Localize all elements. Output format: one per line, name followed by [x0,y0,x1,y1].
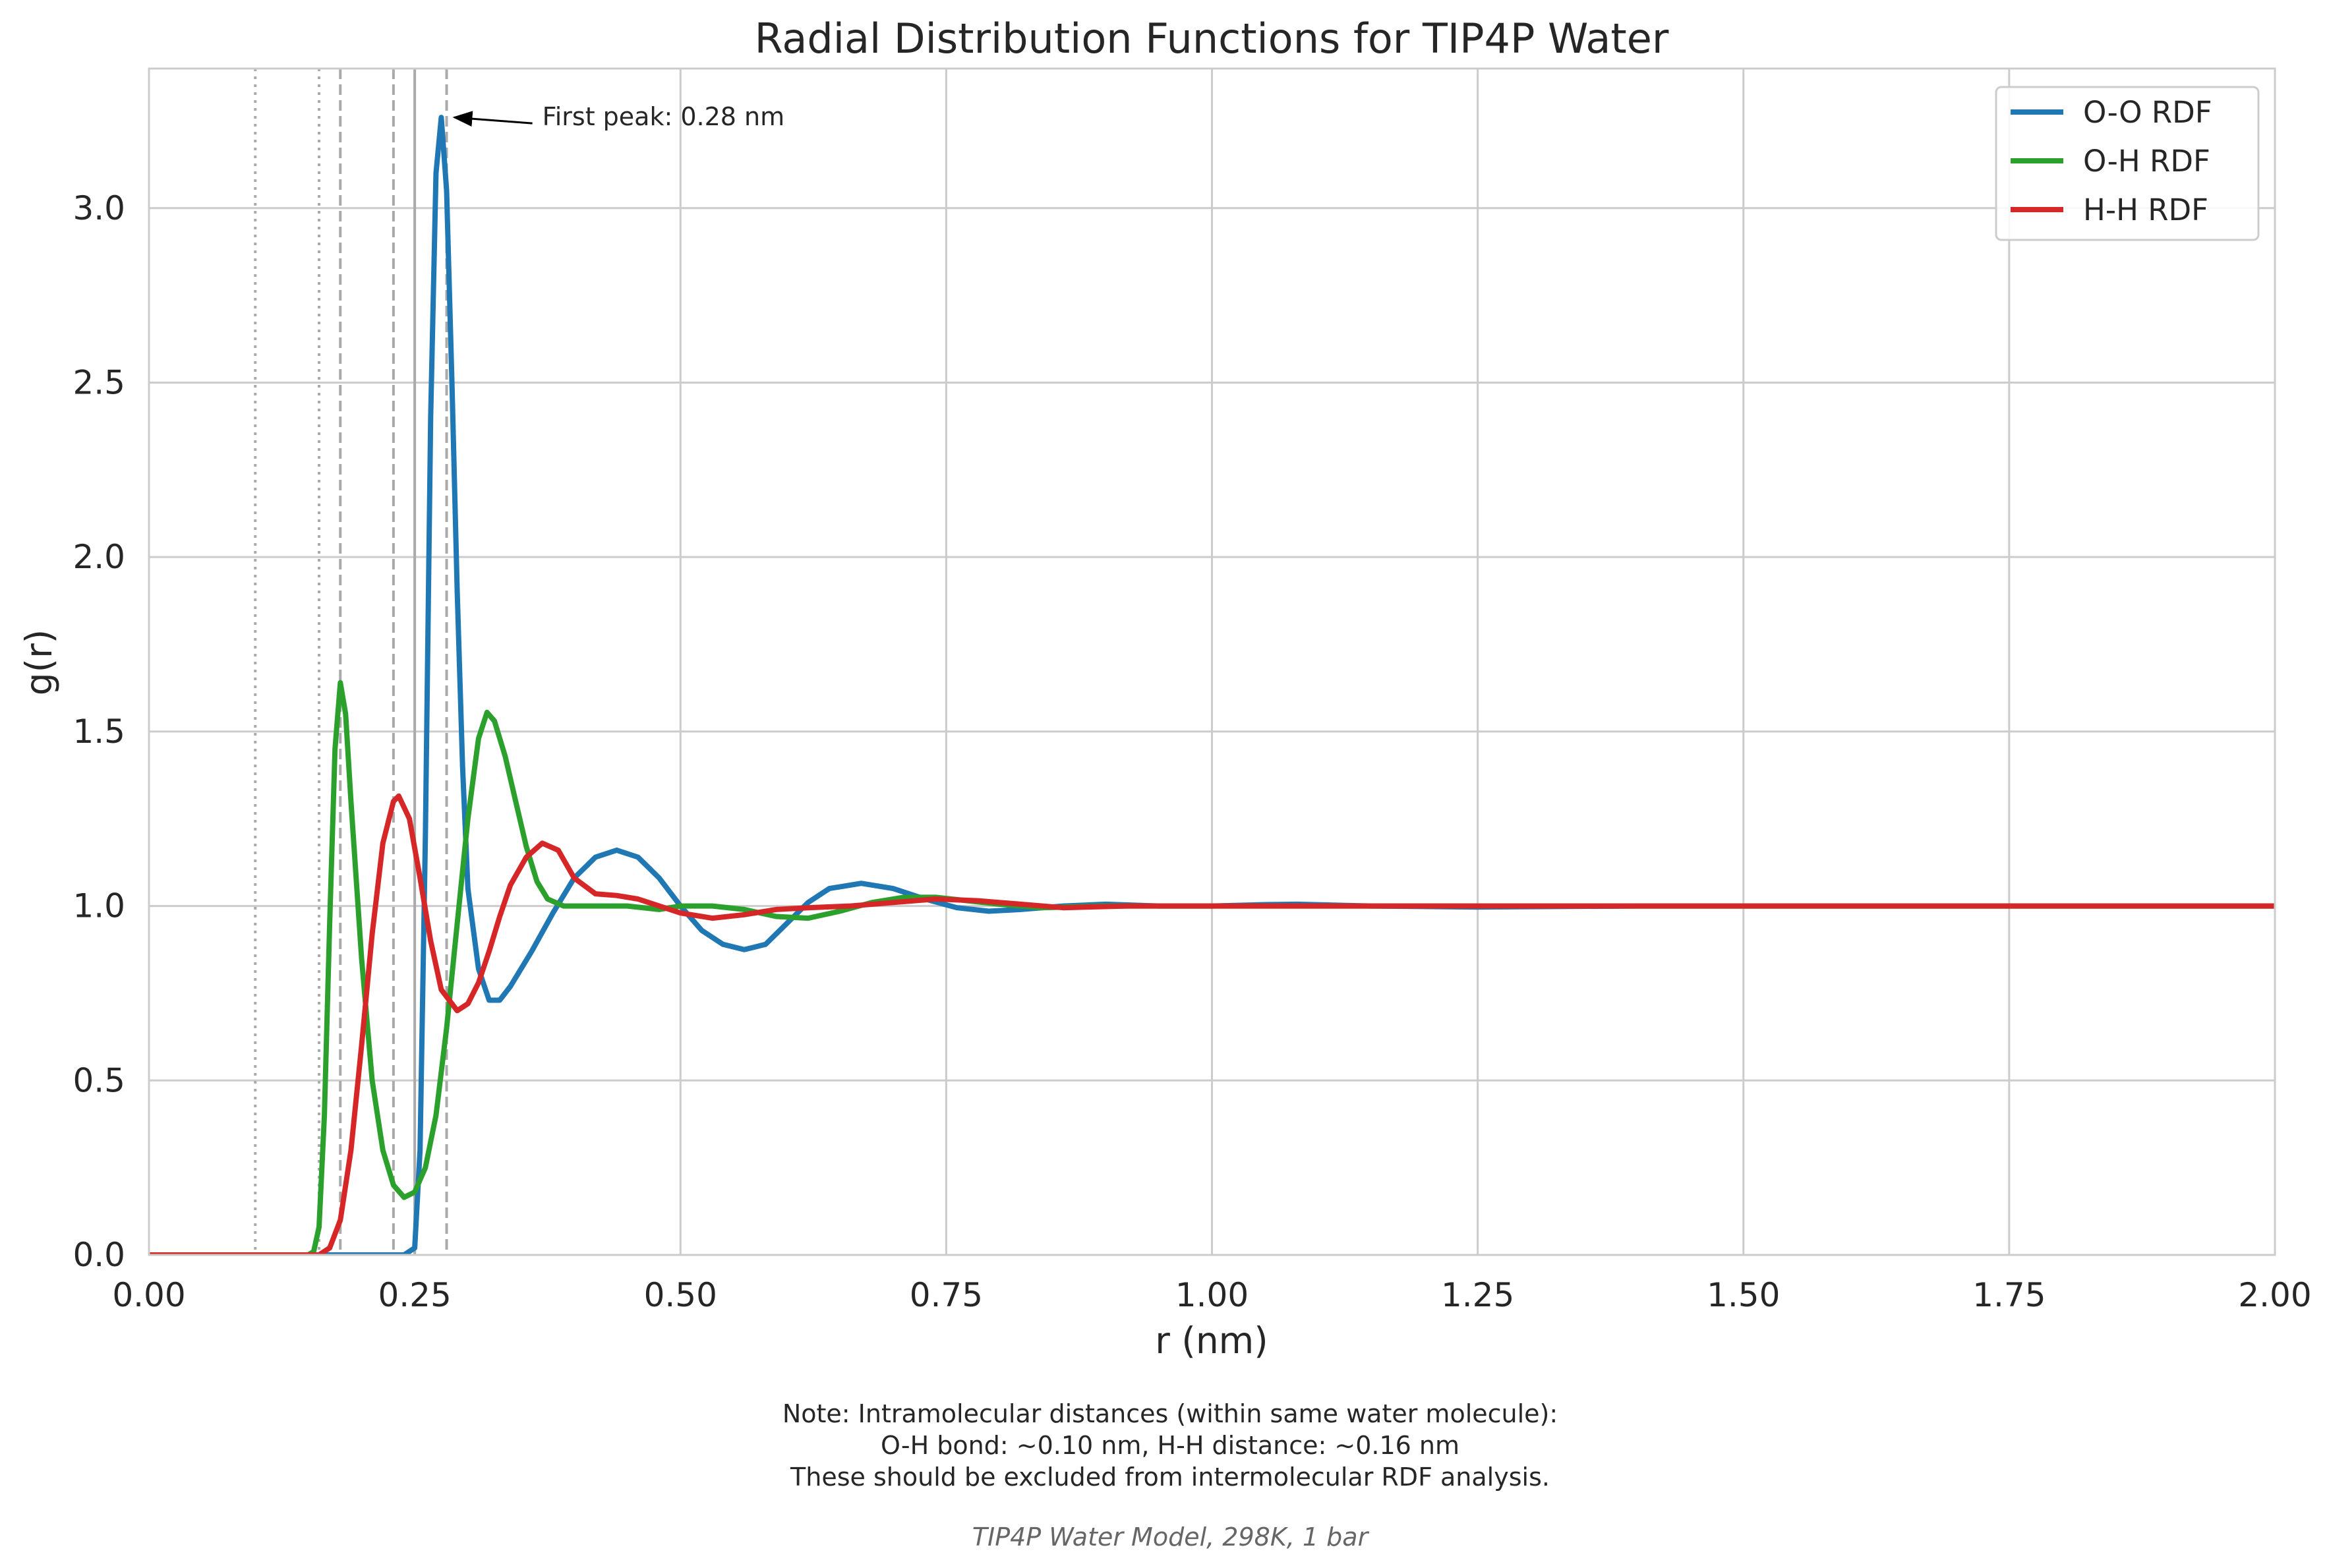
note-line-1: Note: Intramolecular distances (within s… [782,1399,1558,1428]
x-tick-label: 1.00 [1175,1276,1249,1314]
intramolecular-note: Note: Intramolecular distances (within s… [782,1399,1558,1492]
annotation-arrow [452,111,533,127]
x-tick-label: 1.75 [1972,1276,2046,1314]
peak-annotation: First peak: 0.28 nm [452,102,785,131]
series-line-h-h-rdf [149,793,2275,1255]
annotation-text: First peak: 0.28 nm [543,102,785,131]
y-tick-label: 1.0 [73,887,125,925]
x-tick-label: 0.75 [910,1276,983,1314]
x-tick-label: 1.50 [1707,1276,1780,1314]
x-tick-label: 0.50 [644,1276,717,1314]
y-axis-label: g(r) [18,629,60,695]
y-tick-labels: 0.0 0.5 1.0 1.5 2.0 2.5 3.0 [73,189,125,1274]
model-footer: TIP4P Water Model, 298K, 1 bar [972,1523,1370,1552]
note-line-2: O-H bond: ~0.10 nm, H-H distance: ~0.16 … [881,1431,1459,1460]
y-tick-label: 1.5 [73,712,125,751]
legend-label-h-h-rdf: H-H RDF [2083,192,2208,227]
x-tick-label: 1.25 [1441,1276,1514,1314]
x-tick-label: 0.00 [112,1276,185,1314]
x-tick-label: 2.00 [2238,1276,2311,1314]
x-tick-labels: 0.00 0.25 0.50 0.75 1.00 1.25 1.50 1.75 2.00 [112,1276,2311,1314]
series-lines [149,115,2275,1255]
y-tick-label: 0.0 [73,1236,125,1274]
y-tick-label: 2.5 [73,363,125,401]
legend-label-o-h-rdf: O-H RDF [2083,144,2210,179]
legend: O-O RDF O-H RDF H-H RDF [1995,86,2260,241]
y-tick-label: 2.0 [73,538,125,576]
chart-title: Radial Distribution Functions for TIP4P … [755,15,1669,63]
note-line-3: These should be excluded from intermolec… [790,1463,1550,1492]
y-tick-label: 0.5 [73,1061,125,1099]
legend-box [1995,86,2260,241]
x-tick-label: 0.25 [378,1276,451,1314]
x-axis-label: r (nm) [1155,1320,1268,1362]
legend-label-o-o-rdf: O-O RDF [2083,95,2212,130]
y-tick-label: 3.0 [73,189,125,227]
plot-frame [148,67,2276,1256]
